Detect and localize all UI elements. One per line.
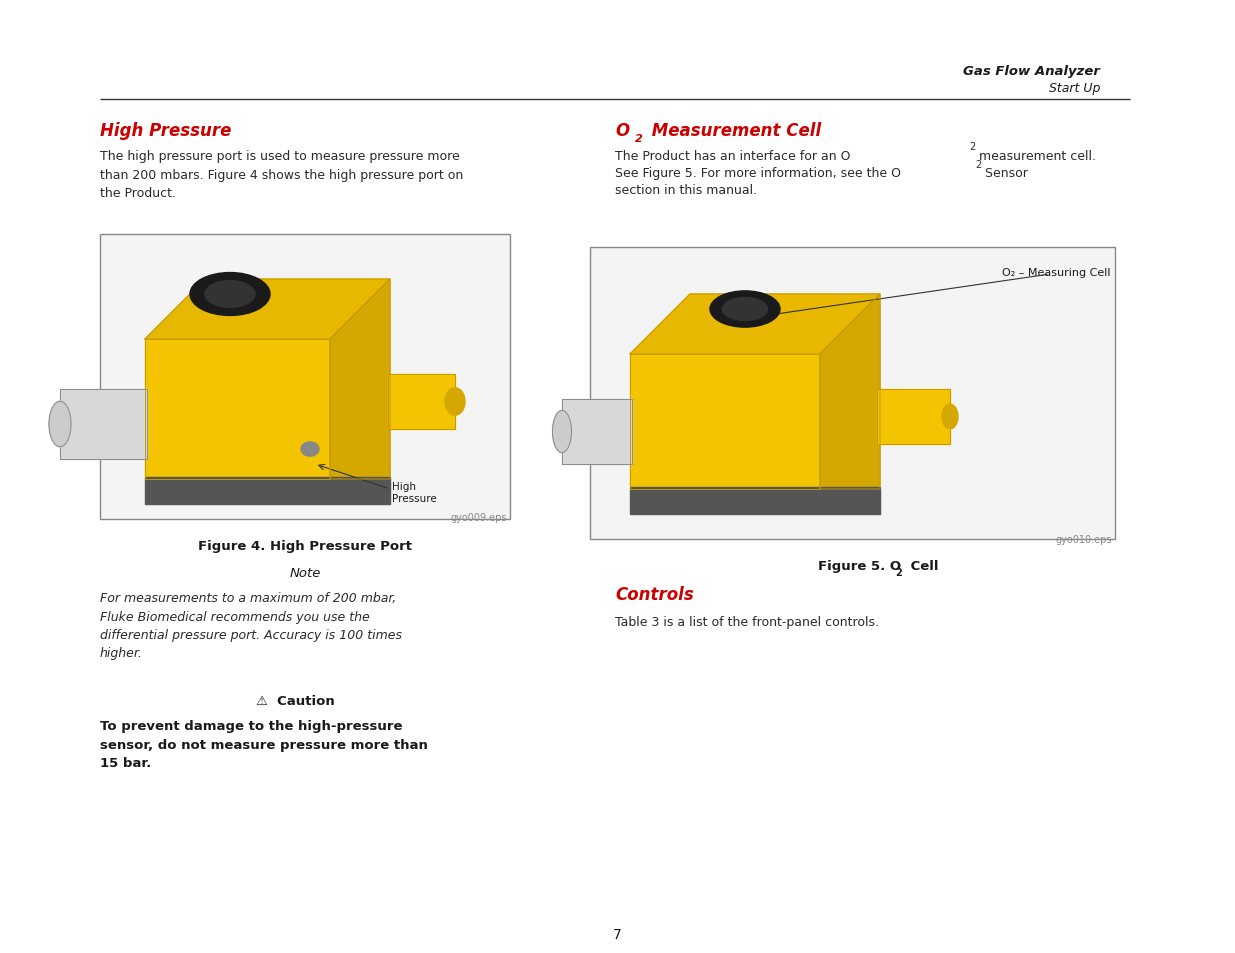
Bar bbox=[100, 234, 510, 519]
Polygon shape bbox=[330, 280, 390, 479]
Text: O₂ – Measuring Cell: O₂ – Measuring Cell bbox=[1002, 268, 1110, 277]
Polygon shape bbox=[630, 488, 881, 515]
Text: gyo010.eps: gyo010.eps bbox=[1056, 535, 1112, 544]
Polygon shape bbox=[144, 339, 330, 479]
Text: section in this manual.: section in this manual. bbox=[615, 184, 757, 197]
Ellipse shape bbox=[49, 402, 70, 447]
Polygon shape bbox=[562, 399, 632, 464]
Text: 2: 2 bbox=[635, 133, 642, 144]
Text: The Product has an interface for an O: The Product has an interface for an O bbox=[615, 150, 851, 163]
Text: The high pressure port is used to measure pressure more
than 200 mbars. Figure 4: The high pressure port is used to measur… bbox=[100, 150, 463, 200]
Text: Sensor: Sensor bbox=[981, 167, 1028, 180]
Text: 2: 2 bbox=[895, 567, 903, 577]
Text: Note: Note bbox=[289, 566, 321, 579]
Text: See Figure 5. For more information, see the O: See Figure 5. For more information, see … bbox=[615, 167, 902, 180]
Ellipse shape bbox=[205, 281, 254, 308]
Text: 2: 2 bbox=[974, 159, 982, 170]
Text: Figure 5. O: Figure 5. O bbox=[818, 559, 900, 573]
Text: For measurements to a maximum of 200 mbar,
Fluke Biomedical recommends you use t: For measurements to a maximum of 200 mba… bbox=[100, 592, 403, 659]
Polygon shape bbox=[61, 390, 147, 459]
Text: Cell: Cell bbox=[905, 559, 939, 573]
Text: To prevent damage to the high-pressure
sensor, do not measure pressure more than: To prevent damage to the high-pressure s… bbox=[100, 720, 427, 769]
Ellipse shape bbox=[190, 274, 270, 316]
Ellipse shape bbox=[722, 298, 767, 321]
Ellipse shape bbox=[710, 292, 781, 328]
Text: gyo009.eps: gyo009.eps bbox=[451, 513, 508, 522]
Text: Measurement Cell: Measurement Cell bbox=[646, 122, 821, 140]
Text: Figure 4. High Pressure Port: Figure 4. High Pressure Port bbox=[198, 539, 412, 553]
Text: ⚠  Caution: ⚠ Caution bbox=[256, 695, 335, 707]
Text: 2: 2 bbox=[969, 142, 976, 152]
Text: Start Up: Start Up bbox=[1049, 82, 1100, 95]
Polygon shape bbox=[144, 477, 390, 504]
Ellipse shape bbox=[301, 442, 319, 456]
Text: High Pressure: High Pressure bbox=[100, 122, 231, 140]
Text: High
Pressure: High Pressure bbox=[391, 481, 437, 503]
Ellipse shape bbox=[552, 411, 572, 453]
Ellipse shape bbox=[942, 405, 958, 430]
Polygon shape bbox=[877, 390, 950, 444]
Ellipse shape bbox=[445, 388, 466, 416]
Bar bbox=[590, 248, 1115, 539]
Polygon shape bbox=[630, 355, 820, 490]
Polygon shape bbox=[820, 294, 881, 490]
Text: Gas Flow Analyzer: Gas Flow Analyzer bbox=[963, 65, 1100, 78]
Polygon shape bbox=[388, 375, 454, 430]
Polygon shape bbox=[144, 280, 390, 339]
Text: Table 3 is a list of the front-panel controls.: Table 3 is a list of the front-panel con… bbox=[615, 616, 879, 628]
Text: O: O bbox=[615, 122, 629, 140]
Polygon shape bbox=[630, 294, 881, 355]
Text: Controls: Controls bbox=[615, 585, 694, 603]
Text: 7: 7 bbox=[613, 927, 622, 941]
Text: measurement cell.: measurement cell. bbox=[974, 150, 1095, 163]
